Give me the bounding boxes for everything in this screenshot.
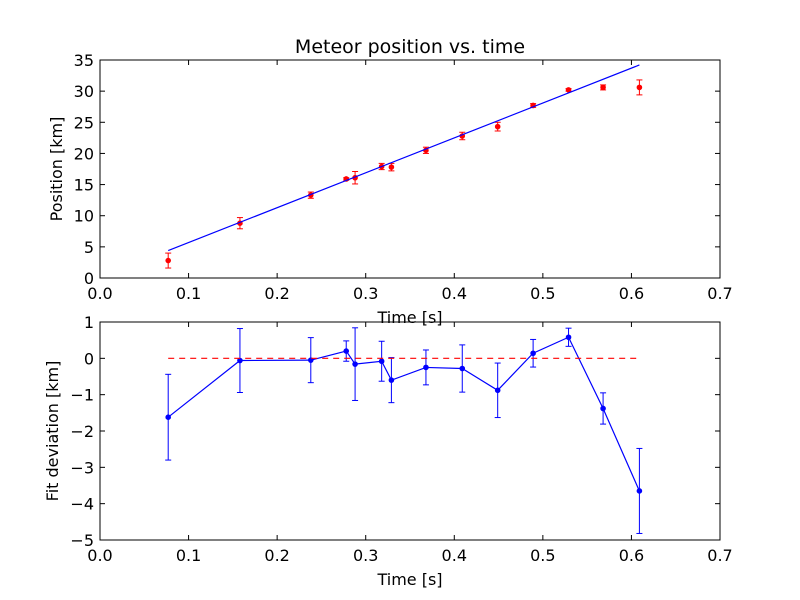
- position-y-tick-label: 25: [74, 113, 94, 132]
- position-y-tick-label: 10: [74, 207, 94, 226]
- deviation-x-tick-label: 0.0: [87, 546, 112, 565]
- position-y-tick-label: 20: [74, 144, 94, 163]
- deviation-data-point: [530, 350, 536, 357]
- position-y-axis-label: Position [km]: [47, 117, 66, 222]
- deviation-x-axis-label: Time [s]: [376, 570, 442, 589]
- deviation-data-point: [459, 365, 466, 372]
- deviation-y-tick-label: 1: [84, 313, 94, 332]
- position-data-point: [636, 84, 643, 91]
- position-x-tick-label: 0.1: [176, 284, 201, 303]
- position-x-tick-label: 0.7: [707, 284, 732, 303]
- position-x-tick-label: 0.4: [442, 284, 467, 303]
- deviation-x-tick-label: 0.7: [707, 546, 732, 565]
- deviation-x-tick-label: 0.1: [176, 546, 201, 565]
- position-y-tick-label: 0: [84, 269, 94, 288]
- position-axis-ticks: 0.0 0.1 0.2 0.3 0.4 0.5 0.6 0.7 0 5 10 15 20 25 30 35: [74, 51, 733, 303]
- deviation-y-axis-label: Fit deviation [km]: [43, 361, 62, 502]
- deviation-data-point: [378, 358, 385, 365]
- deviation-y-tick-label: −1: [70, 386, 94, 405]
- deviation-data-point: [165, 414, 171, 420]
- position-fit-line: [167, 64, 640, 252]
- position-x-tick-label: 0.2: [264, 284, 289, 303]
- deviation-x-tick-label: 0.3: [353, 546, 378, 565]
- deviation-data-point: [565, 334, 572, 341]
- position-y-tick-label: 15: [74, 176, 94, 195]
- position-data-point: [565, 87, 572, 93]
- position-data-point: [388, 164, 395, 170]
- deviation-subplot: 0.0 0.1 0.2 0.3 0.4 0.5 0.6 0.7 −5 −4 −3 −2 −1 0 1 Tim…: [43, 313, 733, 589]
- position-x-tick-label: 0.0: [87, 284, 112, 303]
- position-plot-marks: [165, 64, 643, 269]
- deviation-data-point: [308, 357, 314, 363]
- deviation-x-tick-label: 0.6: [619, 546, 644, 565]
- deviation-x-tick-label: 0.5: [530, 546, 555, 565]
- deviation-y-tick-label: 0: [84, 349, 94, 368]
- deviation-y-tick-label: −3: [70, 458, 94, 477]
- deviation-plot-marks: [165, 327, 643, 534]
- deviation-axis-ticks: 0.0 0.1 0.2 0.3 0.4 0.5 0.6 0.7 −5 −4 −3 −2 −1 0 1: [70, 313, 732, 565]
- position-chart-title: Meteor position vs. time: [295, 36, 525, 58]
- deviation-y-tick-label: −4: [70, 495, 94, 514]
- position-data-point: [165, 257, 171, 264]
- position-x-tick-label: 0.3: [353, 284, 378, 303]
- position-data-point: [494, 123, 501, 130]
- deviation-data-point: [388, 377, 395, 383]
- deviation-x-tick-label: 0.2: [264, 546, 289, 565]
- position-x-tick-label: 0.6: [619, 284, 644, 303]
- deviation-x-tick-label: 0.4: [442, 546, 467, 565]
- deviation-data-point: [343, 348, 350, 354]
- deviation-data-point: [352, 361, 358, 367]
- deviation-data-point: [636, 488, 643, 494]
- position-y-tick-label: 5: [84, 238, 94, 257]
- deviation-data-point: [600, 405, 606, 412]
- position-plot-frame: [99, 59, 721, 279]
- position-y-tick-label: 35: [74, 51, 94, 70]
- deviation-data-point: [423, 364, 429, 371]
- deviation-y-tick-label: −5: [70, 531, 94, 550]
- position-x-tick-label: 0.5: [530, 284, 555, 303]
- deviation-y-tick-label: −2: [70, 422, 94, 441]
- position-data-point: [600, 84, 606, 91]
- deviation-data-point: [494, 387, 501, 394]
- position-subplot: Meteor position vs. time 0.0 0.1 0.2 0.3 0.4…: [47, 36, 733, 327]
- position-x-axis-label: Time [s]: [376, 308, 442, 327]
- position-y-tick-label: 30: [74, 82, 94, 101]
